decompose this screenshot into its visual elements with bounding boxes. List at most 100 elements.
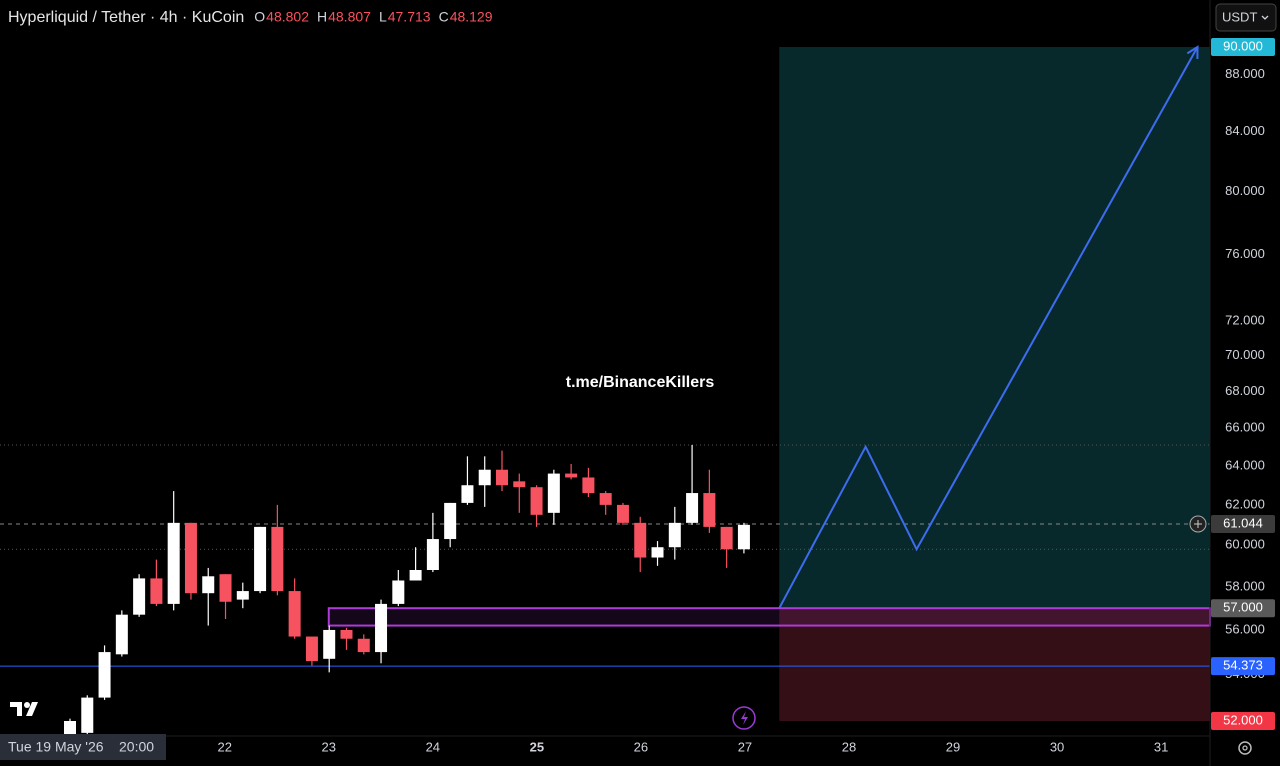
candle-body — [115, 614, 128, 655]
candle-body — [357, 638, 370, 653]
y-tick-label: 76.000 — [1225, 246, 1265, 261]
candle-body — [98, 652, 111, 698]
plus[interactable] — [1194, 520, 1202, 528]
price-label-bg — [1211, 514, 1275, 533]
chart-title: Hyperliquid / Tether · 4h · KuCoin — [8, 9, 244, 26]
date-box — [0, 734, 166, 760]
candle-body — [565, 473, 578, 478]
x-tick-label: 22 — [217, 739, 231, 754]
y-tick-label: 60.000 — [1225, 537, 1265, 552]
price-label: 52.000 — [1223, 712, 1263, 727]
annotation: t.me/BinanceKillers — [566, 374, 715, 391]
x-tick-label: 26 — [634, 739, 648, 754]
projection-arrow — [1186, 45, 1199, 60]
demand-zone — [327, 607, 1211, 627]
candle-body — [81, 697, 94, 733]
price-label: 61.044 — [1223, 515, 1263, 530]
ohlc-value: 48.802 — [266, 9, 309, 25]
ohlc-letter: L — [379, 9, 387, 25]
y-tick-label: 84.000 — [1225, 123, 1265, 138]
candle-body — [513, 481, 526, 488]
candle-body — [392, 580, 405, 604]
candle-body — [236, 591, 249, 600]
settings-icon[interactable] — [1238, 741, 1252, 755]
crosshair-date: Tue 19 May '26 — [8, 739, 104, 755]
tv-logo — [10, 702, 38, 716]
candle-body — [426, 539, 439, 571]
candle-body — [64, 721, 76, 738]
candle-body — [219, 574, 232, 602]
icon-ring[interactable] — [732, 706, 756, 730]
y-tick-label: 66.000 — [1225, 420, 1265, 435]
candle-body — [737, 524, 750, 550]
candle-body — [634, 522, 647, 558]
candle-body — [305, 636, 318, 662]
x-tick-label: 30 — [1050, 739, 1064, 754]
ohlc-letter: C — [439, 9, 449, 25]
stop-zone — [779, 608, 1210, 721]
candle-body — [167, 522, 180, 604]
price-label: 90.000 — [1223, 38, 1263, 53]
x-tick-label: 31 — [1154, 739, 1168, 754]
candle-body — [686, 493, 699, 523]
logo-shape — [10, 702, 38, 716]
candle-body — [720, 526, 733, 550]
price-label-bg — [1211, 599, 1275, 618]
icon-bolt[interactable] — [741, 711, 748, 725]
y-tick-label: 62.000 — [1225, 496, 1265, 511]
candle-body — [668, 522, 681, 548]
candle-body — [150, 578, 163, 604]
candle-body — [288, 591, 301, 637]
y-tick-label: 88.000 — [1225, 66, 1265, 81]
candle-body — [547, 473, 560, 513]
ohlc-value: 48.807 — [328, 9, 371, 25]
x-tick-label: 27 — [738, 739, 752, 754]
price-label-bg — [1211, 38, 1275, 56]
gear[interactable] — [1238, 741, 1252, 755]
y-tick-label: 72.000 — [1225, 313, 1265, 328]
currency-label[interactable]: USDT — [1222, 9, 1257, 24]
ohlc-letter: O — [254, 9, 265, 25]
candle-body — [703, 493, 716, 527]
ohlc-value: 48.129 — [450, 9, 493, 25]
candle-body — [496, 469, 508, 486]
price-label-bg — [1211, 657, 1275, 676]
candle-body — [375, 603, 388, 653]
candle-body — [582, 477, 595, 494]
plot-area — [0, 45, 1211, 741]
chevron[interactable] — [1261, 15, 1269, 20]
crosshair-time: 20:00 — [119, 739, 154, 755]
add-alert-icon[interactable] — [1189, 515, 1207, 533]
candle-body — [461, 485, 474, 503]
candle-body — [444, 502, 457, 540]
ohlc-letter: H — [317, 9, 327, 25]
x-tick-label: 25 — [530, 739, 544, 754]
gear-center[interactable] — [1242, 745, 1248, 751]
x-tick-label: 28 — [842, 739, 856, 754]
candle-body — [616, 504, 629, 523]
candle-body — [323, 629, 336, 659]
candle-body — [133, 578, 146, 615]
target-zone — [779, 47, 1210, 609]
x-tick-label: 23 — [322, 739, 336, 754]
candle-body — [478, 469, 491, 486]
candle-body — [254, 526, 267, 592]
y-tick-label: 58.000 — [1225, 578, 1265, 593]
projection-line — [778, 46, 1199, 609]
candle-body — [271, 526, 284, 592]
candle-body — [340, 629, 353, 639]
y-tick-label: 80.000 — [1225, 183, 1265, 198]
lightning-icon[interactable] — [732, 706, 756, 730]
y-tick-label: 56.000 — [1225, 621, 1265, 636]
candle-body — [202, 576, 215, 594]
x-tick-label: 29 — [946, 739, 960, 754]
candle-body — [651, 547, 664, 558]
currency-button[interactable]: USDT — [1215, 3, 1277, 32]
crosshair-date-box: Tue 19 May '26 20:00 — [0, 734, 166, 760]
y-tick-label: 64.000 — [1225, 457, 1265, 472]
button-frame[interactable] — [1215, 3, 1277, 32]
ohlc-value: 47.713 — [388, 9, 431, 25]
price-label: 54.373 — [1223, 658, 1263, 673]
